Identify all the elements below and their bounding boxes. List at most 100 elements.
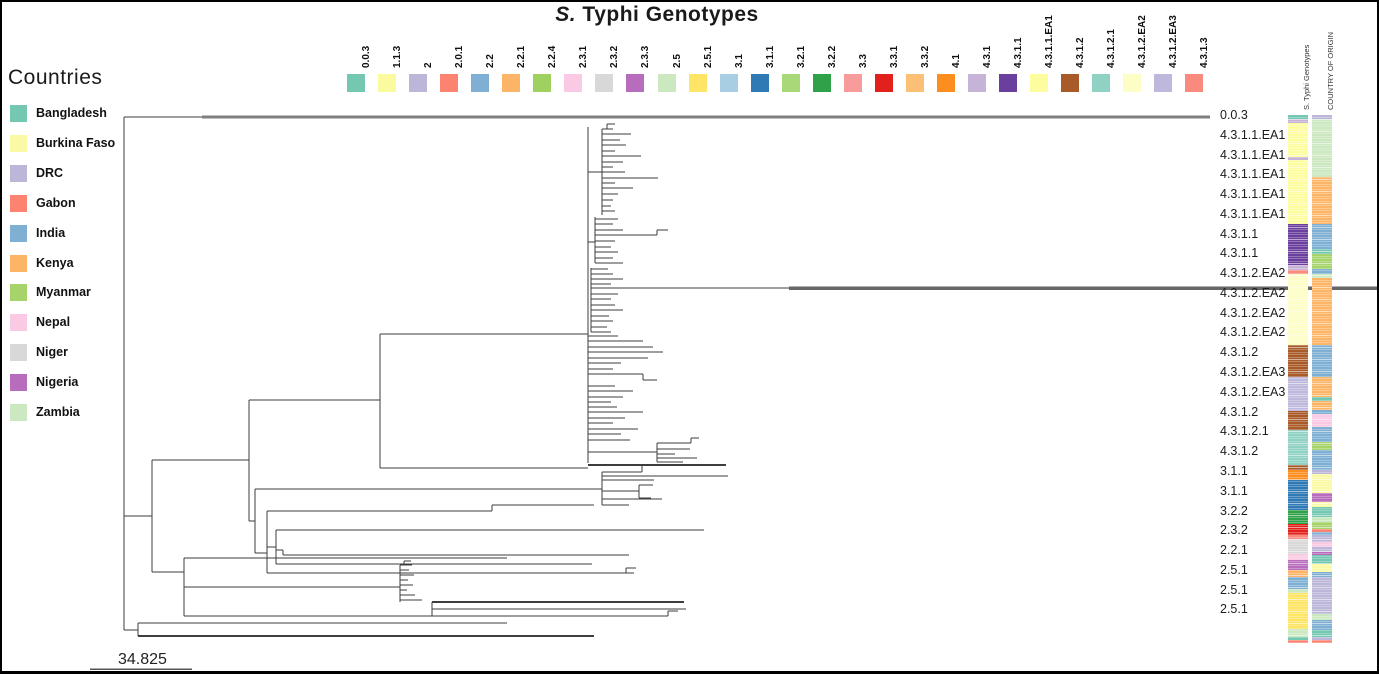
- genotype-swatch-4.1: [936, 74, 955, 92]
- genotype-legend-label: 2.2.1: [516, 45, 528, 68]
- strip-segment: [1288, 640, 1308, 643]
- leaf-label: 4.3.1.2.EA3: [1220, 365, 1286, 379]
- strip-segment: [1312, 249, 1332, 254]
- strip-genotype: [1288, 115, 1308, 643]
- country-swatch-nigeria: [10, 374, 27, 392]
- strip-header: COUNTRY OF ORIGIN: [1326, 31, 1335, 110]
- title-rest: Typhi Genotypes: [576, 3, 759, 26]
- country-swatch-gabon: [10, 194, 27, 212]
- country-swatch-bangladesh: [10, 105, 27, 122]
- strip-segment: [1312, 493, 1332, 502]
- genotype-swatch-0.0.3: [347, 74, 365, 92]
- leaf-label: 4.3.1.1.EA1: [1220, 148, 1286, 162]
- genotype-legend-label: 2.5.1: [702, 45, 714, 68]
- genotype-swatch-4.3.1.2.1: [1092, 74, 1111, 92]
- country-label: Myanmar: [36, 285, 91, 300]
- country-label: Nepal: [36, 315, 71, 330]
- country-label: DRC: [36, 165, 64, 180]
- genotype-swatch-2.2: [471, 74, 490, 92]
- leaf-label: 4.3.1.2.EA2: [1220, 306, 1286, 320]
- country-swatch-niger: [10, 344, 27, 362]
- strip-segment: [1312, 614, 1332, 620]
- genotype-legend-label: 1.1.3: [392, 45, 404, 68]
- country-label: Bangladesh: [36, 106, 107, 120]
- strip-segment: [1312, 577, 1332, 614]
- country-label: Gabon: [36, 195, 76, 210]
- strip-segment: [1288, 115, 1308, 119]
- figure-title: S. Typhi Genotypes: [502, 3, 812, 27]
- strip-segment: [1312, 442, 1332, 450]
- leaf-label: 4.3.1.1: [1220, 227, 1259, 241]
- leaf-label: 4.3.1.2.1: [1220, 424, 1269, 438]
- strip-segment: [1312, 345, 1332, 377]
- leaf-label: 4.3.1.2.EA2: [1220, 286, 1286, 300]
- strip-segment: [1288, 480, 1308, 510]
- genotype-legend-label: 4.3.1.2.1: [1106, 29, 1118, 68]
- genotype-legend-label: 2.3.2: [609, 45, 621, 68]
- leaf-label: 4.3.1.1.EA1: [1220, 167, 1286, 181]
- strip-segment: [1288, 577, 1308, 589]
- strip-segment: [1312, 177, 1332, 224]
- strip-segment: [1312, 640, 1332, 643]
- strip-segment: [1288, 119, 1308, 123]
- genotype-legend-label: 2.5: [671, 54, 683, 68]
- leaf-label: 3.1.1: [1220, 484, 1248, 498]
- genotype-swatch-2.0.1: [440, 74, 459, 92]
- scale-bar-label: 34.825: [118, 651, 167, 668]
- strip-segment: [1288, 510, 1308, 524]
- genotype-legend-label: 4.3.1.2.EA2: [1137, 15, 1149, 68]
- country-swatch-zambia: [10, 404, 27, 421]
- genotype-swatch-3.3.2: [905, 74, 924, 92]
- strip-segment: [1288, 593, 1308, 629]
- leaf-label: 4.3.1.2: [1220, 345, 1259, 359]
- genotype-swatch-3.3.1: [874, 74, 893, 92]
- strip-segment: [1312, 529, 1332, 532]
- genotype-swatch-2.2.1: [502, 74, 521, 92]
- strip-segment: [1312, 564, 1332, 572]
- strip-segment: [1288, 265, 1308, 270]
- genotype-swatch-4.3.1.2.EA2: [1123, 74, 1142, 92]
- leaf-label: 4.3.1.1: [1220, 246, 1259, 260]
- genotype-swatch-3.3: [843, 74, 862, 92]
- genotype-legend-label: 4.3.1.1: [1013, 37, 1025, 68]
- strip-segment: [1288, 560, 1308, 570]
- strip-header: S. Typhi Genotypes: [1302, 44, 1311, 110]
- strip-segment: [1312, 507, 1332, 517]
- strip-segment: [1288, 224, 1308, 265]
- genotype-legend-label: 4.3.1.3: [1199, 37, 1211, 68]
- genotype-legend-label: 3.1: [733, 54, 745, 68]
- strip-segment: [1312, 414, 1332, 427]
- leaf-label: 4.3.1.2.EA2: [1220, 325, 1286, 339]
- genotype-swatch-2.2.4: [533, 74, 552, 92]
- strip-segment: [1288, 157, 1308, 160]
- strip-segment: [1312, 224, 1332, 249]
- strip-segment: [1312, 427, 1332, 442]
- genotype-swatch-3.2.2: [812, 74, 831, 92]
- leaf-label: 4.3.1.2.EA2: [1220, 266, 1286, 280]
- country-label: India: [36, 225, 66, 240]
- country-label: Niger: [36, 345, 68, 360]
- country-swatch-myanmar: [10, 284, 27, 302]
- genotype-legend-label: 2.3.3: [640, 45, 652, 68]
- genotype-swatch-2.5.1: [688, 74, 707, 92]
- genotype-legend-label: 2: [423, 62, 435, 68]
- genotype-swatch-4.3.1: [968, 74, 986, 92]
- genotype-legend-label: 3.3.1: [888, 45, 900, 68]
- genotype-legend-label: 4.1: [950, 54, 962, 68]
- genotype-swatch-2.3.1: [564, 74, 583, 92]
- country-swatch-drc: [10, 164, 27, 182]
- leaf-label: 2.2.1: [1220, 543, 1248, 557]
- strip-segment: [1288, 524, 1308, 535]
- strip-segment: [1288, 539, 1308, 554]
- country-label: Zambia: [36, 405, 80, 419]
- strip-segment: [1312, 620, 1332, 630]
- country-label: Burkina Faso: [36, 135, 116, 150]
- leaf-label: 0.0.3: [1220, 108, 1248, 122]
- strip-segment: [1312, 401, 1332, 410]
- strip-segment: [1312, 637, 1332, 640]
- strip-segment: [1312, 474, 1332, 493]
- strip-segment: [1312, 532, 1332, 535]
- genotype-legend-label: 4.3.1: [982, 45, 993, 68]
- country-swatch-kenya: [10, 254, 27, 272]
